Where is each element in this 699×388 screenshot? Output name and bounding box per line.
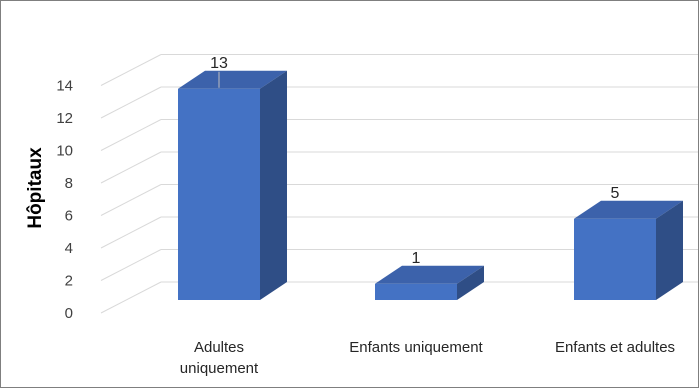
gridline-diagonal (100, 119, 162, 151)
gridline-diagonal (100, 151, 162, 184)
bar-side (457, 265, 484, 300)
y-tick-label: 8 (65, 175, 73, 192)
data-label: 1 (412, 250, 421, 267)
data-labels: 13 1 5 (210, 55, 619, 267)
gridline-diagonal (100, 184, 162, 216)
y-axis-label: Hôpitaux (25, 147, 46, 229)
y-tick-label: 4 (65, 240, 73, 257)
gridline-diagonal (100, 249, 162, 281)
category-label: Enfants et adultes (555, 339, 675, 356)
category-label: Enfants uniquement (349, 339, 483, 356)
y-tick-label: 0 (65, 305, 73, 322)
gridline-diagonal (100, 54, 162, 86)
bar-top (574, 200, 683, 219)
bars (178, 70, 683, 300)
gridline-diagonal (100, 86, 162, 119)
y-tick-label: 14 (56, 78, 73, 95)
data-label: 13 (210, 55, 228, 72)
category-labels: Adultes uniquement Enfants uniquement Enfan… (180, 339, 675, 377)
y-axis-ticks: 0 2 4 6 8 10 12 14 (56, 78, 73, 323)
bar-side (656, 200, 683, 300)
y-tick-label: 2 (65, 273, 73, 290)
bar-side (260, 70, 287, 300)
gridline-diagonal (100, 216, 162, 249)
y-tick-label: 12 (56, 110, 73, 127)
bar (574, 200, 683, 300)
bar-front (375, 283, 457, 300)
bar-front (574, 218, 656, 300)
gridline-diagonal (100, 281, 162, 314)
bar-top (178, 70, 287, 89)
data-label: 5 (611, 185, 620, 202)
category-label: Adultes uniquement (180, 339, 259, 377)
bar-top (375, 265, 484, 284)
y-tick-label: 6 (65, 208, 73, 225)
bar (375, 265, 484, 300)
y-tick-label: 10 (56, 143, 73, 160)
bar-front (178, 88, 260, 300)
bar (178, 70, 287, 300)
